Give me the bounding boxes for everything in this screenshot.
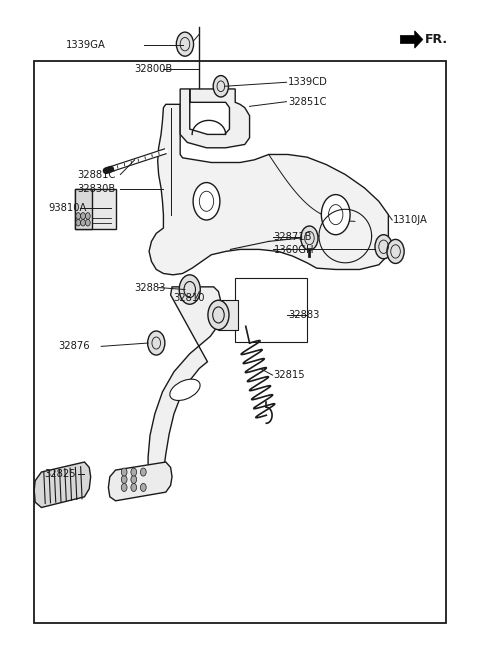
Circle shape — [301, 226, 318, 250]
Circle shape — [387, 239, 404, 263]
Circle shape — [213, 76, 228, 97]
Circle shape — [141, 468, 146, 476]
Circle shape — [193, 182, 220, 220]
Circle shape — [76, 212, 81, 219]
Text: 32881C: 32881C — [77, 170, 116, 180]
Circle shape — [148, 331, 165, 355]
Circle shape — [81, 212, 85, 219]
Circle shape — [322, 194, 350, 234]
Circle shape — [375, 234, 392, 259]
Text: 32871B: 32871B — [274, 232, 312, 242]
Polygon shape — [180, 89, 250, 148]
Circle shape — [81, 219, 85, 226]
Polygon shape — [190, 89, 229, 135]
Polygon shape — [149, 105, 388, 275]
Text: 32883: 32883 — [135, 283, 166, 293]
Circle shape — [85, 212, 90, 219]
Polygon shape — [148, 287, 221, 488]
Circle shape — [121, 468, 127, 476]
Text: 1339GA: 1339GA — [66, 40, 106, 50]
Text: 32830B: 32830B — [77, 184, 116, 194]
Text: 32810: 32810 — [173, 293, 204, 304]
Circle shape — [208, 300, 229, 330]
Circle shape — [131, 468, 137, 476]
Bar — [218, 300, 238, 330]
Bar — [235, 278, 307, 342]
Circle shape — [121, 476, 127, 484]
Circle shape — [179, 275, 200, 304]
Circle shape — [121, 484, 127, 492]
Text: 32851C: 32851C — [288, 96, 326, 107]
Circle shape — [76, 219, 81, 226]
Circle shape — [85, 219, 90, 226]
Text: 32800B: 32800B — [135, 64, 173, 74]
Bar — [75, 189, 116, 229]
Circle shape — [131, 476, 137, 484]
Circle shape — [176, 32, 193, 56]
Circle shape — [131, 484, 137, 492]
Polygon shape — [400, 31, 423, 48]
Text: 1339CD: 1339CD — [288, 77, 328, 87]
Ellipse shape — [170, 379, 200, 401]
Text: 32825: 32825 — [44, 469, 75, 479]
Circle shape — [141, 484, 146, 492]
Text: 1360GH: 1360GH — [274, 245, 314, 255]
Text: 32815: 32815 — [274, 370, 305, 380]
Polygon shape — [34, 462, 91, 507]
Text: 32883: 32883 — [288, 310, 319, 320]
Polygon shape — [108, 462, 172, 500]
Bar — [34, 61, 446, 622]
Text: 93810A: 93810A — [48, 203, 87, 213]
Text: 1310JA: 1310JA — [393, 215, 428, 225]
Text: FR.: FR. — [425, 33, 448, 46]
Bar — [75, 189, 92, 229]
Text: 32876: 32876 — [58, 342, 90, 351]
